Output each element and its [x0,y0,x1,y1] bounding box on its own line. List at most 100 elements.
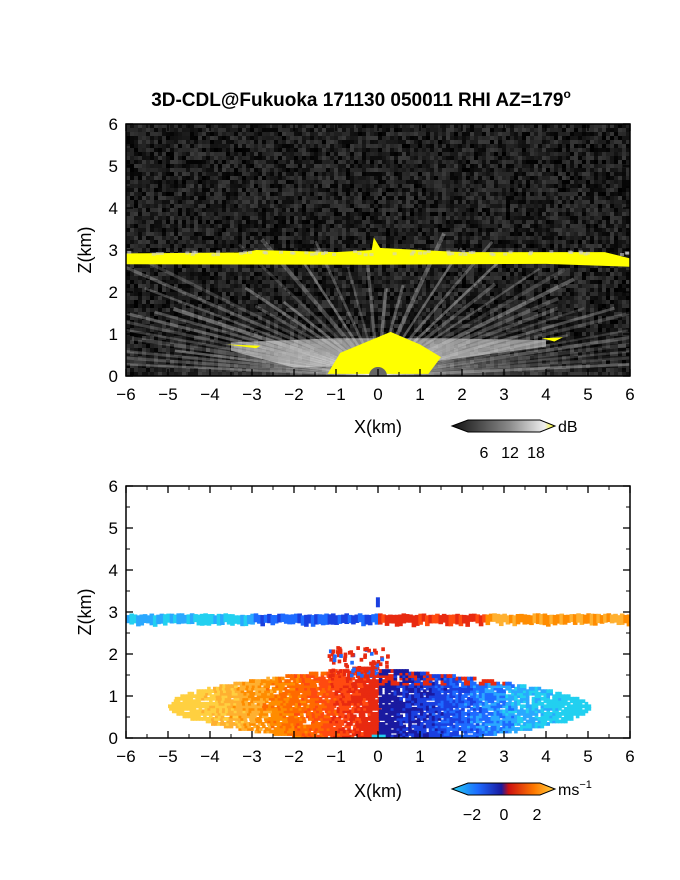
noise-cell [518,140,522,144]
noise-cell [494,216,498,220]
noise-cell [362,172,366,176]
noise-cell [558,224,562,228]
noise-cell [546,132,550,136]
noise-cell [474,212,478,216]
noise-cell [570,168,574,172]
noise-cell [190,200,194,204]
noise-cell [542,184,546,188]
noise-cell [126,128,130,132]
noise-cell [562,196,566,200]
noise-cell [410,208,414,212]
noise-cell [346,208,350,212]
noise-cell [286,140,290,144]
noise-cell [526,264,530,268]
noise-cell [250,276,254,280]
noise-cell [554,212,558,216]
noise-cell [398,280,402,284]
noise-cell [278,164,282,168]
noise-cell [294,128,298,132]
noise-cell [274,156,278,160]
noise-cell [266,248,270,252]
noise-cell [338,168,342,172]
noise-cell [530,232,534,236]
noise-cell [626,272,630,276]
noise-cell [234,156,238,160]
noise-cell [494,160,498,164]
noise-cell [418,164,422,168]
noise-cell [374,220,378,224]
noise-cell [222,224,226,228]
noise-cell [582,212,586,216]
noise-cell [326,212,330,216]
noise-cell [406,212,410,216]
noise-cell [606,180,610,184]
noise-cell [458,128,462,132]
noise-cell [518,220,522,224]
noise-cell [578,216,582,220]
noise-cell [402,268,406,272]
noise-cell [214,208,218,212]
noise-cell [318,156,322,160]
noise-cell [322,228,326,232]
noise-cell [410,124,414,128]
noise-cell [174,280,178,284]
noise-cell [610,192,614,196]
noise-cell [258,264,262,268]
noise-cell [322,264,326,268]
noise-cell [246,276,250,280]
noise-cell [402,124,406,128]
noise-cell [466,136,470,140]
noise-cell [434,268,438,272]
noise-cell [146,236,150,240]
noise-cell [362,180,366,184]
noise-cell [166,248,170,252]
noise-cell [178,240,182,244]
noise-cell [498,184,502,188]
noise-cell [606,196,610,200]
noise-cell [162,224,166,228]
noise-cell [338,124,342,128]
noise-cell [458,220,462,224]
noise-cell [126,144,130,148]
noise-cell [626,144,630,148]
noise-cell [490,212,494,216]
noise-cell [502,264,506,268]
noise-cell [454,132,458,136]
noise-cell [482,236,486,240]
noise-cell [362,156,366,160]
noise-cell [406,196,410,200]
noise-cell [550,276,554,280]
noise-cell [166,192,170,196]
noise-cell [486,244,490,248]
noise-cell [350,272,354,276]
noise-cell [318,132,322,136]
noise-cell [482,180,486,184]
noise-cell [478,248,482,252]
noise-cell [370,180,374,184]
noise-cell [562,264,566,268]
noise-cell [146,196,150,200]
noise-cell [522,244,526,248]
noise-cell [582,156,586,160]
noise-cell [438,204,442,208]
noise-cell [422,264,426,268]
noise-cell [546,228,550,232]
noise-cell [278,140,282,144]
noise-cell [230,160,234,164]
noise-cell [350,196,354,200]
noise-cell [614,124,618,128]
noise-cell [602,232,606,236]
noise-cell [250,184,254,188]
noise-cell [570,124,574,128]
noise-cell [398,128,402,132]
noise-cell [174,232,178,236]
noise-cell [430,164,434,168]
noise-cell [382,228,386,232]
noise-cell [530,216,534,220]
noise-cell [506,196,510,200]
noise-cell [182,280,186,284]
noise-cell [494,188,498,192]
noise-cell [270,124,274,128]
noise-cell [146,244,150,248]
noise-cell [550,152,554,156]
